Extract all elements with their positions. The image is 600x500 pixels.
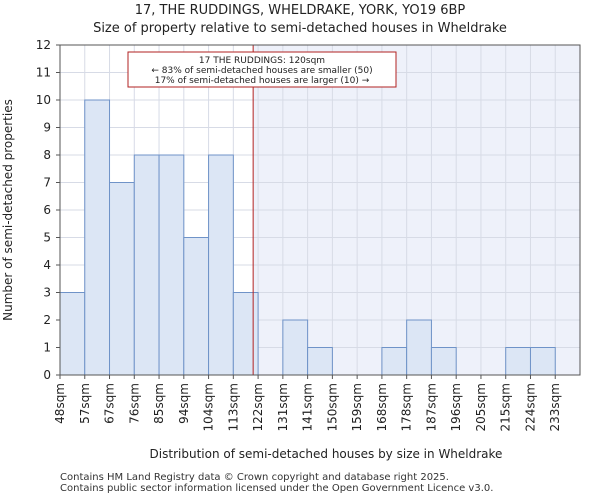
y-axis-label: Number of semi-detached properties	[1, 99, 15, 321]
bar-48sqm	[59, 292, 86, 376]
bar-224sqm	[529, 347, 556, 376]
x-tick-label: 67sqm	[103, 383, 117, 424]
y-tick-label: 10	[36, 93, 51, 107]
x-tick-label: 131sqm	[276, 383, 290, 431]
bar-104sqm	[208, 154, 234, 376]
title-block: 17, THE RUDDINGS, WHELDRAKE, YORK, YO19 …	[0, 2, 600, 38]
annotation-larger: 17% of semi-detached houses are larger (…	[155, 76, 370, 86]
x-tick-label: 150sqm	[325, 383, 339, 431]
bar-187sqm	[430, 347, 457, 376]
x-tick-label: 168sqm	[375, 383, 389, 431]
bar-57sqm	[84, 99, 111, 376]
x-tick-label: 85sqm	[152, 383, 166, 424]
annotation-smaller: ← 83% of semi-detached houses are smalle…	[151, 66, 372, 76]
annotation-label: 17 THE RUDDINGS: 120sqm	[199, 56, 325, 66]
bar-94sqm	[183, 237, 210, 376]
bar-215sqm	[505, 347, 531, 376]
x-tick-label: 94sqm	[177, 383, 191, 424]
x-tick-label: 205sqm	[474, 383, 488, 431]
x-tick-label: 196sqm	[449, 383, 463, 431]
chart-title: 17, THE RUDDINGS, WHELDRAKE, YORK, YO19 …	[134, 3, 466, 18]
x-axis-ticks: 48sqm 57sqm 67sqm 76sqm 85sqm 94sqm 104sqm 113s…	[53, 375, 562, 431]
chart-subtitle: Size of property relative to semi-detach…	[93, 21, 507, 36]
x-tick-label: 233sqm	[548, 383, 562, 431]
x-tick-label: 104sqm	[202, 383, 216, 431]
x-tick-label: 178sqm	[400, 383, 414, 431]
y-tick-label: 2	[43, 313, 51, 327]
bar-67sqm	[109, 182, 135, 376]
x-tick-label: 187sqm	[424, 383, 438, 431]
y-tick-label: 12	[36, 38, 51, 52]
x-tick-label: 215sqm	[499, 383, 513, 431]
bar-131sqm	[282, 319, 309, 376]
y-tick-label: 11	[36, 66, 51, 80]
x-tick-label: 122sqm	[251, 383, 265, 431]
y-tick-label: 0	[43, 368, 51, 382]
x-tick-label: 113sqm	[226, 383, 240, 431]
annotation-frame	[127, 51, 397, 88]
y-tick-label: 9	[43, 121, 51, 135]
x-tick-label: 48sqm	[53, 383, 67, 424]
bars	[59, 99, 556, 376]
bar-168sqm	[381, 347, 408, 376]
y-tick-label: 1	[43, 341, 51, 355]
bar-85sqm	[158, 154, 185, 376]
x-tick-label: 224sqm	[523, 383, 537, 431]
bar-113sqm	[232, 292, 259, 376]
footer-line-1: Contains HM Land Registry data © Crown c…	[60, 472, 449, 483]
bar-178sqm	[406, 319, 432, 376]
footer-line-2: Contains public sector information licen…	[60, 483, 494, 494]
y-tick-label: 3	[43, 286, 51, 300]
y-tick-label: 7	[43, 176, 51, 190]
x-tick-label: 57sqm	[78, 383, 92, 424]
y-tick-label: 5	[43, 231, 51, 245]
x-tick-label: 76sqm	[127, 383, 141, 424]
annotation-box: 17 THE RUDDINGS: 120sqm ← 83% of semi-de…	[127, 51, 397, 88]
bar-76sqm	[133, 154, 160, 376]
y-tick-label: 6	[43, 203, 51, 217]
footer: Contains HM Land Registry data © Crown c…	[60, 472, 493, 494]
y-tick-label: 4	[43, 258, 51, 272]
x-tick-label: 141sqm	[301, 383, 315, 431]
y-tick-label: 8	[43, 148, 51, 162]
bar-141sqm	[307, 347, 333, 376]
x-tick-label: 159sqm	[350, 383, 364, 431]
x-axis-label: Distribution of semi-detached houses by …	[150, 447, 503, 461]
